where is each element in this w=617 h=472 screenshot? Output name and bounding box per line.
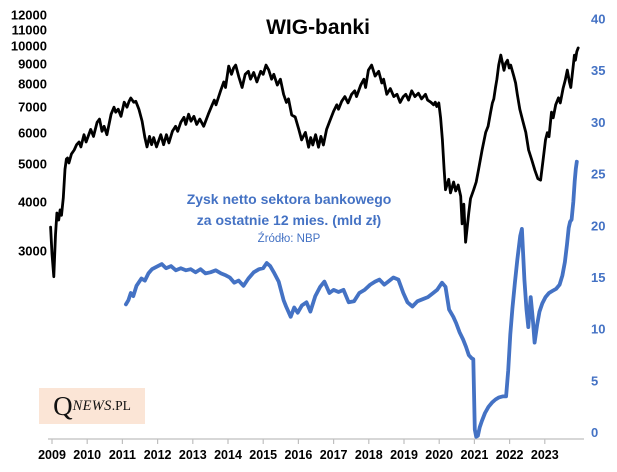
right-axis-tick-label: 20: [591, 218, 605, 233]
profit-annotation: Zysk netto sektora bankowego za ostatnie…: [160, 189, 418, 248]
x-axis-tick-label: 2021: [460, 448, 488, 462]
qnews-logo: Q NEWS .PL: [39, 388, 145, 424]
right-axis-tick-label: 25: [591, 167, 605, 182]
x-axis-tick-label: 2013: [179, 448, 207, 462]
x-axis-tick-label: 2019: [390, 448, 418, 462]
annotation-line-2: za ostatnie 12 mies. (mld zł): [196, 212, 382, 228]
left-axis-tick-label: 12000: [11, 8, 47, 23]
wig-banki-series-line: [49, 46, 580, 279]
left-axis-tick-label: 7000: [18, 99, 47, 114]
left-axis-tick-label: 10000: [11, 39, 47, 54]
left-axis-tick-label: 11000: [12, 22, 47, 37]
annotation-line-1: Zysk netto sektora bankowego: [186, 191, 392, 207]
logo-pl: .PL: [111, 398, 131, 413]
left-axis-tick-label: 5000: [18, 157, 47, 172]
right-axis-tick-label: 15: [591, 270, 605, 285]
x-axis-tick-label: 2020: [425, 448, 453, 462]
x-axis-tick-label: 2010: [73, 448, 101, 462]
right-axis-tick-label: 0: [591, 425, 598, 440]
x-axis-tick-label: 2018: [355, 448, 383, 462]
left-axis-tick-label: 9000: [18, 56, 47, 71]
right-axis-tick-label: 30: [591, 115, 605, 130]
right-axis-tick-label: 5: [591, 373, 598, 388]
left-axis-tick-label: 6000: [18, 126, 47, 141]
x-axis-tick-label: 2012: [144, 448, 172, 462]
x-axis-tick-label: 2015: [249, 448, 277, 462]
left-axis-tick-label: 4000: [18, 195, 47, 210]
x-axis-tick-label: 2017: [320, 448, 348, 462]
x-axis-tick-label: 2016: [284, 448, 312, 462]
x-axis-tick-label: 2022: [496, 448, 524, 462]
x-axis-tick-label: 2009: [38, 448, 66, 462]
left-axis-tick-label: 8000: [18, 77, 47, 92]
x-axis-tick-label: 2023: [531, 448, 559, 462]
x-axis-tick-label: 2011: [109, 448, 136, 462]
net-profit-series-line: [124, 159, 579, 439]
left-axis-tick-label: 3000: [18, 244, 47, 259]
logo-news: NEWS: [72, 397, 112, 414]
x-axis-tick-label: 2014: [214, 448, 242, 462]
chart-title: WIG-banki: [266, 16, 370, 39]
logo-q: Q: [53, 390, 73, 421]
right-axis-tick-label: 35: [591, 63, 605, 78]
right-axis-tick-label: 10: [591, 322, 605, 337]
right-axis-tick-label: 40: [591, 12, 605, 27]
annotation-source: Źródło: NBP: [257, 233, 321, 245]
